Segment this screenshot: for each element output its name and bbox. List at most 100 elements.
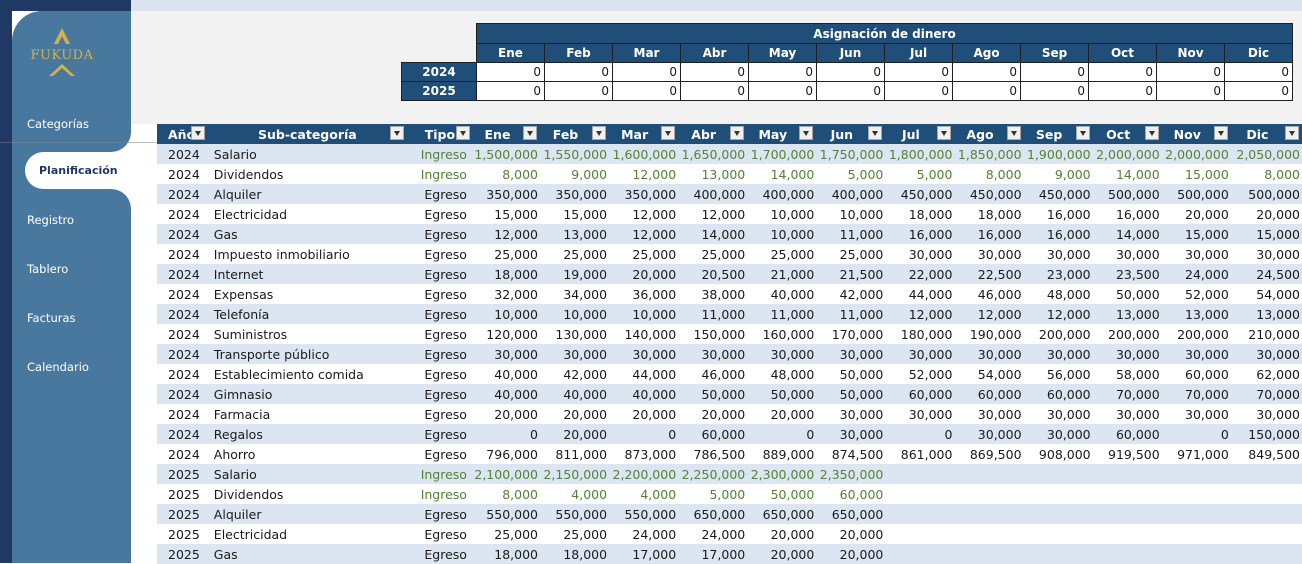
cell-subcategory[interactable]: Impuesto inmobiliario [207, 244, 407, 264]
cell-amount[interactable] [1092, 524, 1162, 544]
cell-year[interactable]: 2024 [157, 184, 208, 204]
cell-amount[interactable]: 5,000 [678, 484, 748, 504]
cell-amount[interactable]: 54,000 [954, 364, 1024, 384]
cell-amount[interactable]: 25,000 [540, 524, 610, 544]
cell-amount[interactable] [1023, 504, 1093, 524]
cell-amount[interactable]: 25,000 [609, 244, 679, 264]
cell-amount[interactable]: 8,000 [1230, 164, 1302, 184]
cell-amount[interactable]: 50,000 [816, 364, 886, 384]
cell-amount[interactable]: 12,000 [609, 224, 679, 244]
sidebar-item-registro[interactable]: Registro [27, 213, 75, 227]
cell-amount[interactable]: 30,000 [954, 244, 1024, 264]
cell-amount[interactable]: 36,000 [609, 284, 679, 304]
cell-amount[interactable]: 10,000 [609, 304, 679, 324]
cell-amount[interactable]: 180,000 [885, 324, 955, 344]
cell-amount[interactable]: 0 [747, 424, 817, 444]
cell-amount[interactable]: 160,000 [747, 324, 817, 344]
cell-amount[interactable]: 18,000 [472, 544, 540, 564]
allocation-cell[interactable]: 0 [748, 81, 817, 101]
cell-year[interactable]: 2024 [157, 264, 208, 284]
cell-amount[interactable]: 30,000 [472, 344, 540, 364]
cell-type[interactable]: Egreso [406, 444, 473, 464]
cell-amount[interactable] [885, 504, 955, 524]
allocation-cell[interactable]: 0 [1224, 62, 1293, 82]
cell-amount[interactable]: 30,000 [1092, 344, 1162, 364]
cell-amount[interactable]: 4,000 [540, 484, 610, 504]
cell-amount[interactable]: 200,000 [1023, 324, 1093, 344]
cell-amount[interactable] [1161, 504, 1231, 524]
cell-subcategory[interactable]: Gas [207, 544, 407, 564]
cell-subcategory[interactable]: Telefonía [207, 304, 407, 324]
cell-amount[interactable]: 1,550,000 [540, 144, 610, 164]
cell-amount[interactable]: 550,000 [472, 504, 540, 524]
cell-amount[interactable]: 2,300,000 [747, 464, 817, 484]
sidebar-item-categorias[interactable]: Categorías [27, 117, 89, 131]
cell-year[interactable]: 2024 [157, 344, 208, 364]
filter-dropdown-icon[interactable] [868, 126, 883, 140]
cell-amount[interactable] [1230, 464, 1302, 484]
cell-amount[interactable]: 15,000 [1161, 164, 1231, 184]
allocation-cell[interactable]: 0 [748, 62, 817, 82]
cell-amount[interactable]: 2,100,000 [472, 464, 540, 484]
cell-amount[interactable] [1092, 484, 1162, 504]
cell-amount[interactable]: 30,000 [1092, 404, 1162, 424]
allocation-cell[interactable]: 0 [544, 62, 613, 82]
cell-amount[interactable]: 14,000 [747, 164, 817, 184]
cell-year[interactable]: 2024 [157, 144, 208, 164]
cell-amount[interactable]: 40,000 [609, 384, 679, 404]
cell-amount[interactable]: 889,000 [747, 444, 817, 464]
cell-amount[interactable]: 16,000 [1023, 204, 1093, 224]
cell-amount[interactable]: 17,000 [609, 544, 679, 564]
allocation-cell[interactable]: 0 [1156, 81, 1225, 101]
cell-amount[interactable] [1230, 484, 1302, 504]
filter-dropdown-icon[interactable] [455, 126, 470, 140]
cell-amount[interactable]: 23,000 [1023, 264, 1093, 284]
cell-amount[interactable]: 9,000 [1023, 164, 1093, 184]
cell-amount[interactable]: 170,000 [816, 324, 886, 344]
cell-amount[interactable]: 0 [472, 424, 540, 444]
cell-year[interactable]: 2024 [157, 324, 208, 344]
cell-year[interactable]: 2024 [157, 304, 208, 324]
cell-amount[interactable]: 20,500 [678, 264, 748, 284]
cell-amount[interactable]: 20,000 [816, 524, 886, 544]
cell-amount[interactable]: 16,000 [885, 224, 955, 244]
cell-amount[interactable]: 30,000 [885, 404, 955, 424]
cell-amount[interactable]: 12,000 [1023, 304, 1093, 324]
cell-subcategory[interactable]: Farmacia [207, 404, 407, 424]
cell-year[interactable]: 2024 [157, 204, 208, 224]
cell-amount[interactable]: 52,000 [1161, 284, 1231, 304]
cell-amount[interactable]: 2,000,000 [1161, 144, 1231, 164]
cell-amount[interactable]: 10,000 [816, 204, 886, 224]
cell-amount[interactable] [954, 464, 1024, 484]
cell-amount[interactable]: 0 [1161, 424, 1231, 444]
cell-amount[interactable] [1092, 504, 1162, 524]
cell-amount[interactable]: 30,000 [1230, 244, 1302, 264]
filter-dropdown-icon[interactable] [799, 126, 814, 140]
cell-amount[interactable]: 1,800,000 [885, 144, 955, 164]
cell-subcategory[interactable]: Transporte público [207, 344, 407, 364]
cell-type[interactable]: Egreso [406, 424, 473, 444]
cell-amount[interactable]: 50,000 [747, 484, 817, 504]
cell-subcategory[interactable]: Ahorro [207, 444, 407, 464]
cell-amount[interactable]: 30,000 [1023, 244, 1093, 264]
cell-amount[interactable]: 44,000 [885, 284, 955, 304]
cell-amount[interactable]: 4,000 [609, 484, 679, 504]
allocation-cell[interactable]: 0 [1088, 62, 1157, 82]
cell-year[interactable]: 2025 [157, 524, 208, 544]
cell-amount[interactable] [1023, 544, 1093, 564]
cell-amount[interactable]: 50,000 [678, 384, 748, 404]
cell-amount[interactable]: 350,000 [540, 184, 610, 204]
cell-amount[interactable]: 30,000 [816, 404, 886, 424]
cell-type[interactable]: Egreso [406, 384, 473, 404]
cell-amount[interactable]: 20,000 [540, 424, 610, 444]
cell-amount[interactable]: 650,000 [678, 504, 748, 524]
filter-dropdown-icon[interactable] [937, 126, 952, 140]
cell-amount[interactable]: 30,000 [954, 344, 1024, 364]
cell-amount[interactable]: 30,000 [540, 344, 610, 364]
filter-dropdown-icon[interactable] [592, 126, 607, 140]
cell-amount[interactable]: 10,000 [747, 204, 817, 224]
cell-amount[interactable]: 550,000 [609, 504, 679, 524]
cell-amount[interactable]: 1,900,000 [1023, 144, 1093, 164]
cell-amount[interactable]: 30,000 [1161, 404, 1231, 424]
cell-amount[interactable] [954, 544, 1024, 564]
